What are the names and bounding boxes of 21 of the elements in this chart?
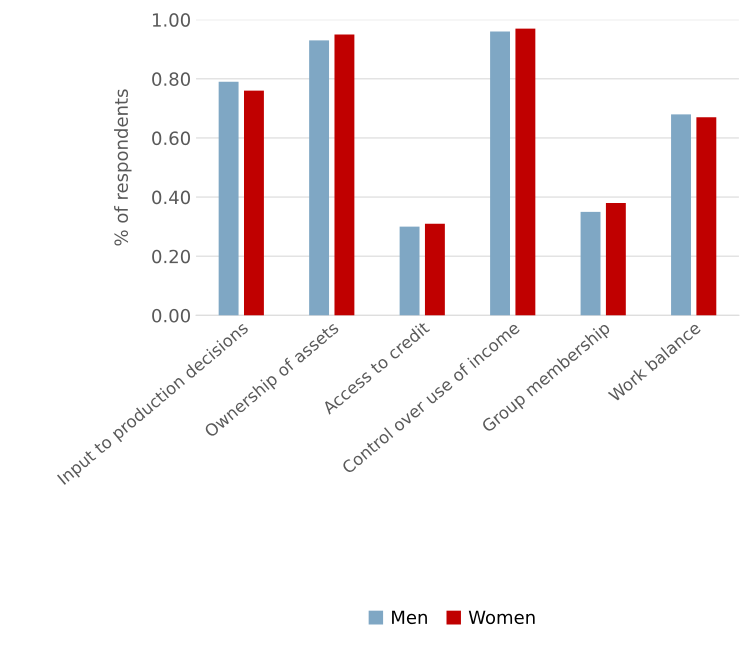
- y-tick-label: 0.60: [152, 131, 190, 146]
- bar: [424, 224, 445, 316]
- y-tick-label: 0.40: [152, 190, 190, 204]
- bar: [580, 212, 600, 316]
- bar: [696, 117, 716, 316]
- bar: [400, 226, 420, 316]
- y-axis-title: % of respondents: [114, 89, 132, 246]
- bar: [606, 203, 626, 316]
- bar: [218, 82, 239, 316]
- legend-label: Men: [392, 610, 427, 624]
- y-tick-label: 0.20: [152, 250, 190, 264]
- y-tick-label: 0.00: [152, 308, 190, 322]
- y-tick-label: 0.80: [152, 72, 190, 86]
- legend-label: Women: [468, 610, 535, 624]
- bar: [515, 28, 536, 316]
- bar: [671, 114, 691, 316]
- y-tick-label: 1.00: [152, 13, 190, 27]
- bar: [334, 34, 354, 316]
- bar: [244, 90, 264, 316]
- bar: [309, 40, 330, 316]
- bar: [490, 32, 510, 316]
